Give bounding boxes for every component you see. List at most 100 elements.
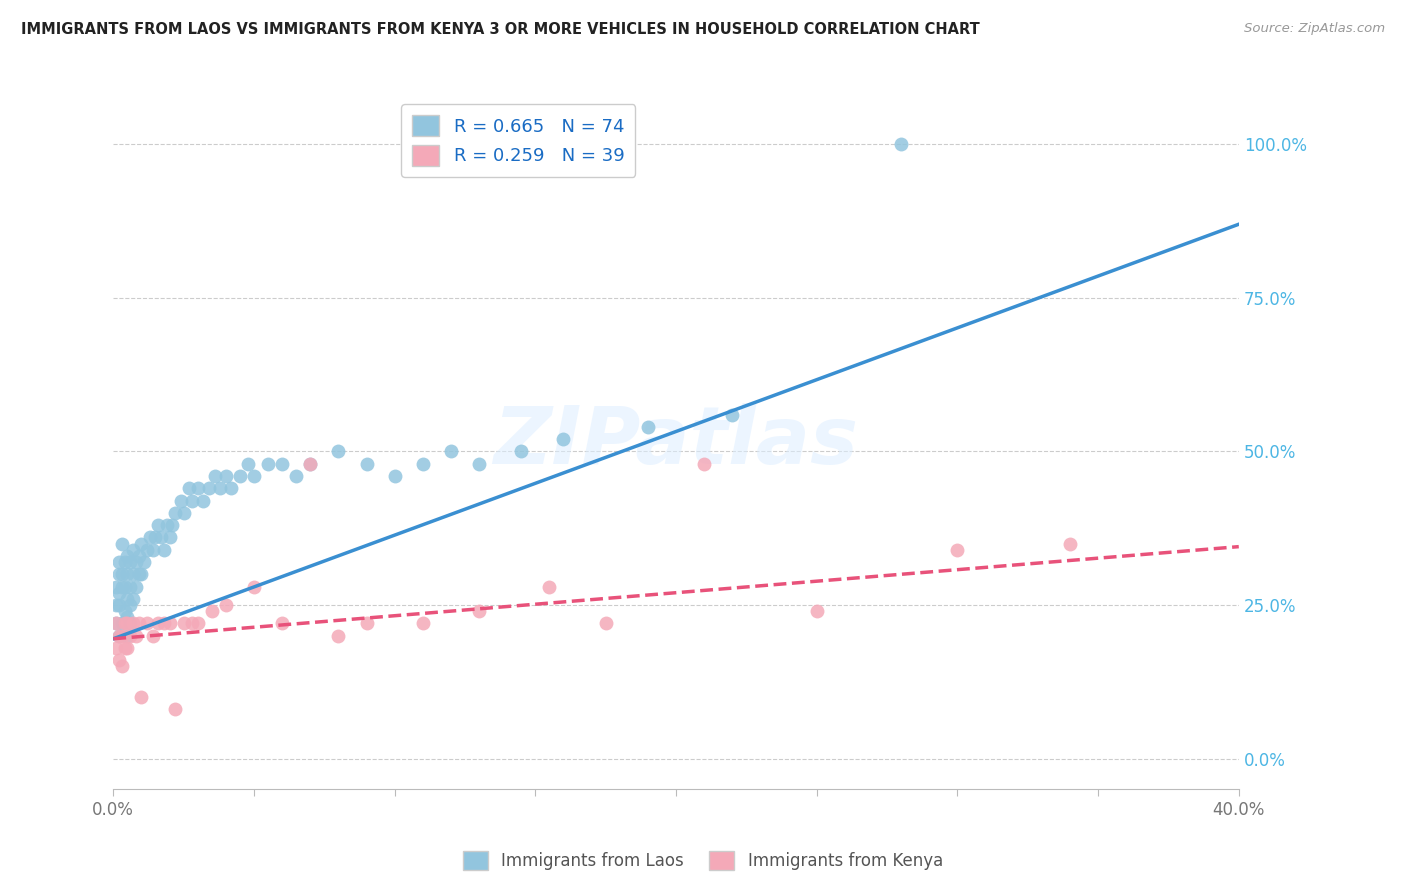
Point <box>117 549 139 563</box>
Point <box>117 610 139 624</box>
Point <box>271 616 294 631</box>
Point <box>122 567 145 582</box>
Point <box>890 137 912 152</box>
Point <box>134 555 156 569</box>
Text: ZIPatlas: ZIPatlas <box>494 403 859 482</box>
Point <box>131 690 153 705</box>
Point <box>111 536 134 550</box>
Point <box>128 616 150 631</box>
Point <box>148 518 170 533</box>
Point <box>128 549 150 563</box>
Point <box>257 457 280 471</box>
Point <box>162 518 184 533</box>
Point <box>173 506 195 520</box>
Point <box>142 542 165 557</box>
Point <box>122 616 145 631</box>
Point <box>108 598 131 612</box>
Point <box>117 640 139 655</box>
Point <box>122 591 145 606</box>
Point <box>209 481 232 495</box>
Point <box>187 616 209 631</box>
Point <box>108 567 131 582</box>
Point <box>108 653 131 667</box>
Point <box>108 555 131 569</box>
Text: IMMIGRANTS FROM LAOS VS IMMIGRANTS FROM KENYA 3 OR MORE VEHICLES IN HOUSEHOLD CO: IMMIGRANTS FROM LAOS VS IMMIGRANTS FROM … <box>21 22 980 37</box>
Point <box>111 616 134 631</box>
Point <box>299 457 322 471</box>
Text: Source: ZipAtlas.com: Source: ZipAtlas.com <box>1244 22 1385 36</box>
Point <box>187 481 209 495</box>
Point <box>221 481 243 495</box>
Point <box>412 457 434 471</box>
Point <box>105 640 128 655</box>
Point <box>181 616 204 631</box>
Point <box>125 555 148 569</box>
Point <box>299 457 322 471</box>
Point <box>637 420 659 434</box>
Point <box>148 616 170 631</box>
Legend: R = 0.665   N = 74, R = 0.259   N = 39: R = 0.665 N = 74, R = 0.259 N = 39 <box>402 104 636 177</box>
Point <box>136 542 159 557</box>
Legend: Immigrants from Laos, Immigrants from Kenya: Immigrants from Laos, Immigrants from Ke… <box>457 844 949 877</box>
Point <box>159 616 181 631</box>
Point <box>114 616 136 631</box>
Point <box>510 444 533 458</box>
Point <box>153 542 176 557</box>
Point <box>114 555 136 569</box>
Point <box>440 444 463 458</box>
Point <box>229 469 252 483</box>
Point <box>553 432 575 446</box>
Point <box>181 493 204 508</box>
Point <box>165 506 187 520</box>
Point <box>159 531 181 545</box>
Point <box>179 481 201 495</box>
Point <box>114 604 136 618</box>
Point <box>131 567 153 582</box>
Point <box>153 616 176 631</box>
Point <box>156 518 179 533</box>
Point <box>946 542 969 557</box>
Point <box>120 580 142 594</box>
Point <box>117 567 139 582</box>
Point <box>111 580 134 594</box>
Point <box>125 629 148 643</box>
Point <box>384 469 406 483</box>
Point <box>356 457 378 471</box>
Point <box>243 580 266 594</box>
Point <box>595 616 617 631</box>
Point <box>285 469 308 483</box>
Point <box>693 457 716 471</box>
Point <box>170 493 193 508</box>
Point <box>204 469 226 483</box>
Point <box>538 580 561 594</box>
Point <box>136 616 159 631</box>
Point <box>111 567 134 582</box>
Point <box>173 616 195 631</box>
Point <box>125 580 148 594</box>
Point <box>117 616 139 631</box>
Point <box>108 585 131 599</box>
Point <box>356 616 378 631</box>
Point <box>1059 536 1081 550</box>
Point <box>139 531 162 545</box>
Point <box>108 629 131 643</box>
Point <box>105 580 128 594</box>
Point <box>201 604 224 618</box>
Point <box>105 616 128 631</box>
Point <box>120 629 142 643</box>
Point <box>131 536 153 550</box>
Point <box>215 469 238 483</box>
Point <box>122 542 145 557</box>
Point <box>114 640 136 655</box>
Point <box>243 469 266 483</box>
Point <box>328 629 350 643</box>
Point <box>238 457 260 471</box>
Point <box>271 457 294 471</box>
Point <box>111 659 134 673</box>
Point <box>142 629 165 643</box>
Point <box>105 616 128 631</box>
Point <box>117 629 139 643</box>
Point <box>721 408 744 422</box>
Point <box>120 598 142 612</box>
Point <box>468 457 491 471</box>
